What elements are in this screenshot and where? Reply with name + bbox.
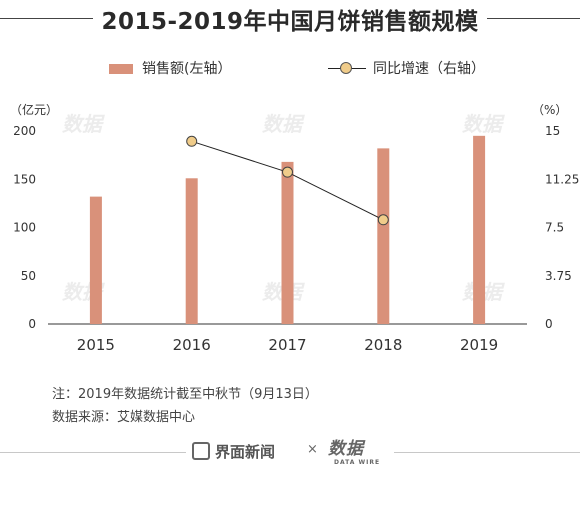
footer-rule-right [394, 452, 580, 453]
datawire-logo-zh: 数据 [328, 439, 364, 459]
x-axis-tick-label: 2019 [460, 336, 498, 354]
right-axis-tick-label: 11.25 [545, 172, 579, 186]
bar [185, 178, 198, 324]
right-axis-tick-label: 3.75 [545, 269, 572, 283]
growth-point [282, 166, 293, 178]
right-axis-tick-label: 7.5 [545, 221, 564, 235]
x-axis-tick-label: 2015 [77, 336, 115, 354]
left-axis-tick-label: 200 [13, 124, 36, 138]
title-row: 2015-2019年中国月饼销售额规模 [0, 0, 580, 36]
x-axis-tick-label: 2017 [268, 336, 306, 354]
right-axis-tick-label: 0 [545, 317, 553, 331]
footer-rule-left [0, 452, 186, 453]
datawire-logo: 数据 DATA WIRE [328, 434, 380, 466]
legend-bar-swatch [109, 64, 133, 74]
left-axis-unit: （亿元） [10, 103, 59, 117]
chart-title: 2015-2019年中国月饼销售额规模 [0, 2, 580, 36]
right-axis-unit: （%） [532, 103, 568, 117]
growth-point [377, 214, 389, 226]
datawire-logo-en: DATA WIRE [334, 459, 381, 466]
x-axis-tick-label: 2018 [364, 336, 402, 354]
left-axis-tick-label: 150 [13, 172, 36, 186]
bar [377, 148, 390, 324]
bar [473, 135, 486, 324]
chart-note: 注：2019年数据统计截至中秋节（9月13日） [52, 387, 318, 402]
watermark: 数据 [62, 112, 102, 136]
watermark: 数据 [462, 112, 502, 136]
right-axis-tick-label: 15 [545, 124, 560, 138]
bar [281, 161, 294, 324]
watermark: 数据 [262, 112, 302, 136]
data-source: 数据来源：艾媒数据中心 [52, 410, 196, 425]
left-axis-tick-label: 100 [13, 221, 36, 235]
jiemian-logo-icon [192, 442, 210, 460]
legend-label-growth: 同比增速（右轴） [373, 61, 485, 77]
legend-label-sales: 销售额(左轴） [142, 61, 232, 77]
left-axis-tick-label: 50 [21, 269, 36, 283]
brand-name: 界面新闻 [215, 443, 276, 461]
times-sign: × [307, 442, 318, 457]
growth-point [186, 135, 198, 147]
legend-marker-icon [340, 62, 352, 74]
x-axis-tick-label: 2016 [173, 336, 211, 354]
bar [89, 196, 102, 324]
left-axis-tick-label: 0 [28, 317, 36, 331]
